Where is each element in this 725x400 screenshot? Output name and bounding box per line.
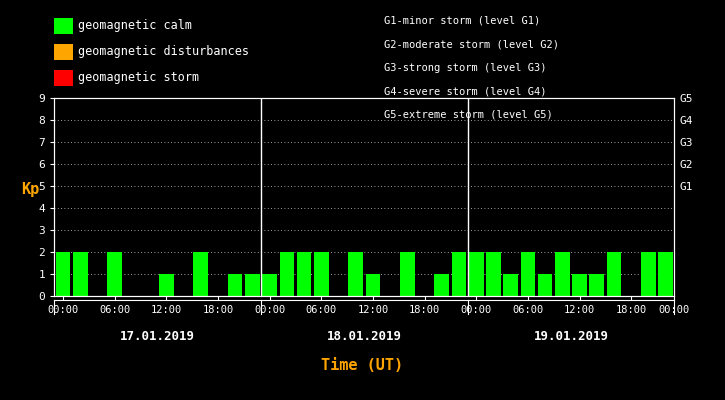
Bar xyxy=(159,274,173,296)
Text: 19.01.2019: 19.01.2019 xyxy=(534,330,608,342)
Text: geomagnetic calm: geomagnetic calm xyxy=(78,20,192,32)
Bar xyxy=(349,252,363,296)
Bar xyxy=(280,252,294,296)
Bar xyxy=(469,252,484,296)
Text: 17.01.2019: 17.01.2019 xyxy=(120,330,195,342)
Bar xyxy=(314,252,328,296)
Bar xyxy=(400,252,415,296)
Bar xyxy=(641,252,655,296)
Bar xyxy=(365,274,380,296)
Bar xyxy=(555,252,570,296)
Text: Time (UT): Time (UT) xyxy=(321,358,404,374)
Text: geomagnetic storm: geomagnetic storm xyxy=(78,72,199,84)
Bar xyxy=(486,252,501,296)
Bar xyxy=(607,252,621,296)
Bar xyxy=(56,252,70,296)
Bar xyxy=(73,252,88,296)
Bar xyxy=(297,252,311,296)
Bar xyxy=(572,274,587,296)
Bar xyxy=(434,274,449,296)
Text: G2-moderate storm (level G2): G2-moderate storm (level G2) xyxy=(384,39,559,49)
Bar xyxy=(658,252,673,296)
Text: G4-severe storm (level G4): G4-severe storm (level G4) xyxy=(384,86,547,96)
Bar xyxy=(452,252,466,296)
Bar xyxy=(228,274,242,296)
Text: G5-extreme storm (level G5): G5-extreme storm (level G5) xyxy=(384,110,553,120)
Text: geomagnetic disturbances: geomagnetic disturbances xyxy=(78,46,249,58)
Bar xyxy=(589,274,604,296)
Text: 18.01.2019: 18.01.2019 xyxy=(327,330,402,342)
Bar xyxy=(521,252,535,296)
Bar xyxy=(194,252,208,296)
Bar xyxy=(503,274,518,296)
Y-axis label: Kp: Kp xyxy=(21,182,39,197)
Text: G3-strong storm (level G3): G3-strong storm (level G3) xyxy=(384,63,547,73)
Bar xyxy=(245,274,260,296)
Bar xyxy=(262,274,277,296)
Bar xyxy=(107,252,122,296)
Text: G1-minor storm (level G1): G1-minor storm (level G1) xyxy=(384,16,541,26)
Bar xyxy=(538,274,552,296)
